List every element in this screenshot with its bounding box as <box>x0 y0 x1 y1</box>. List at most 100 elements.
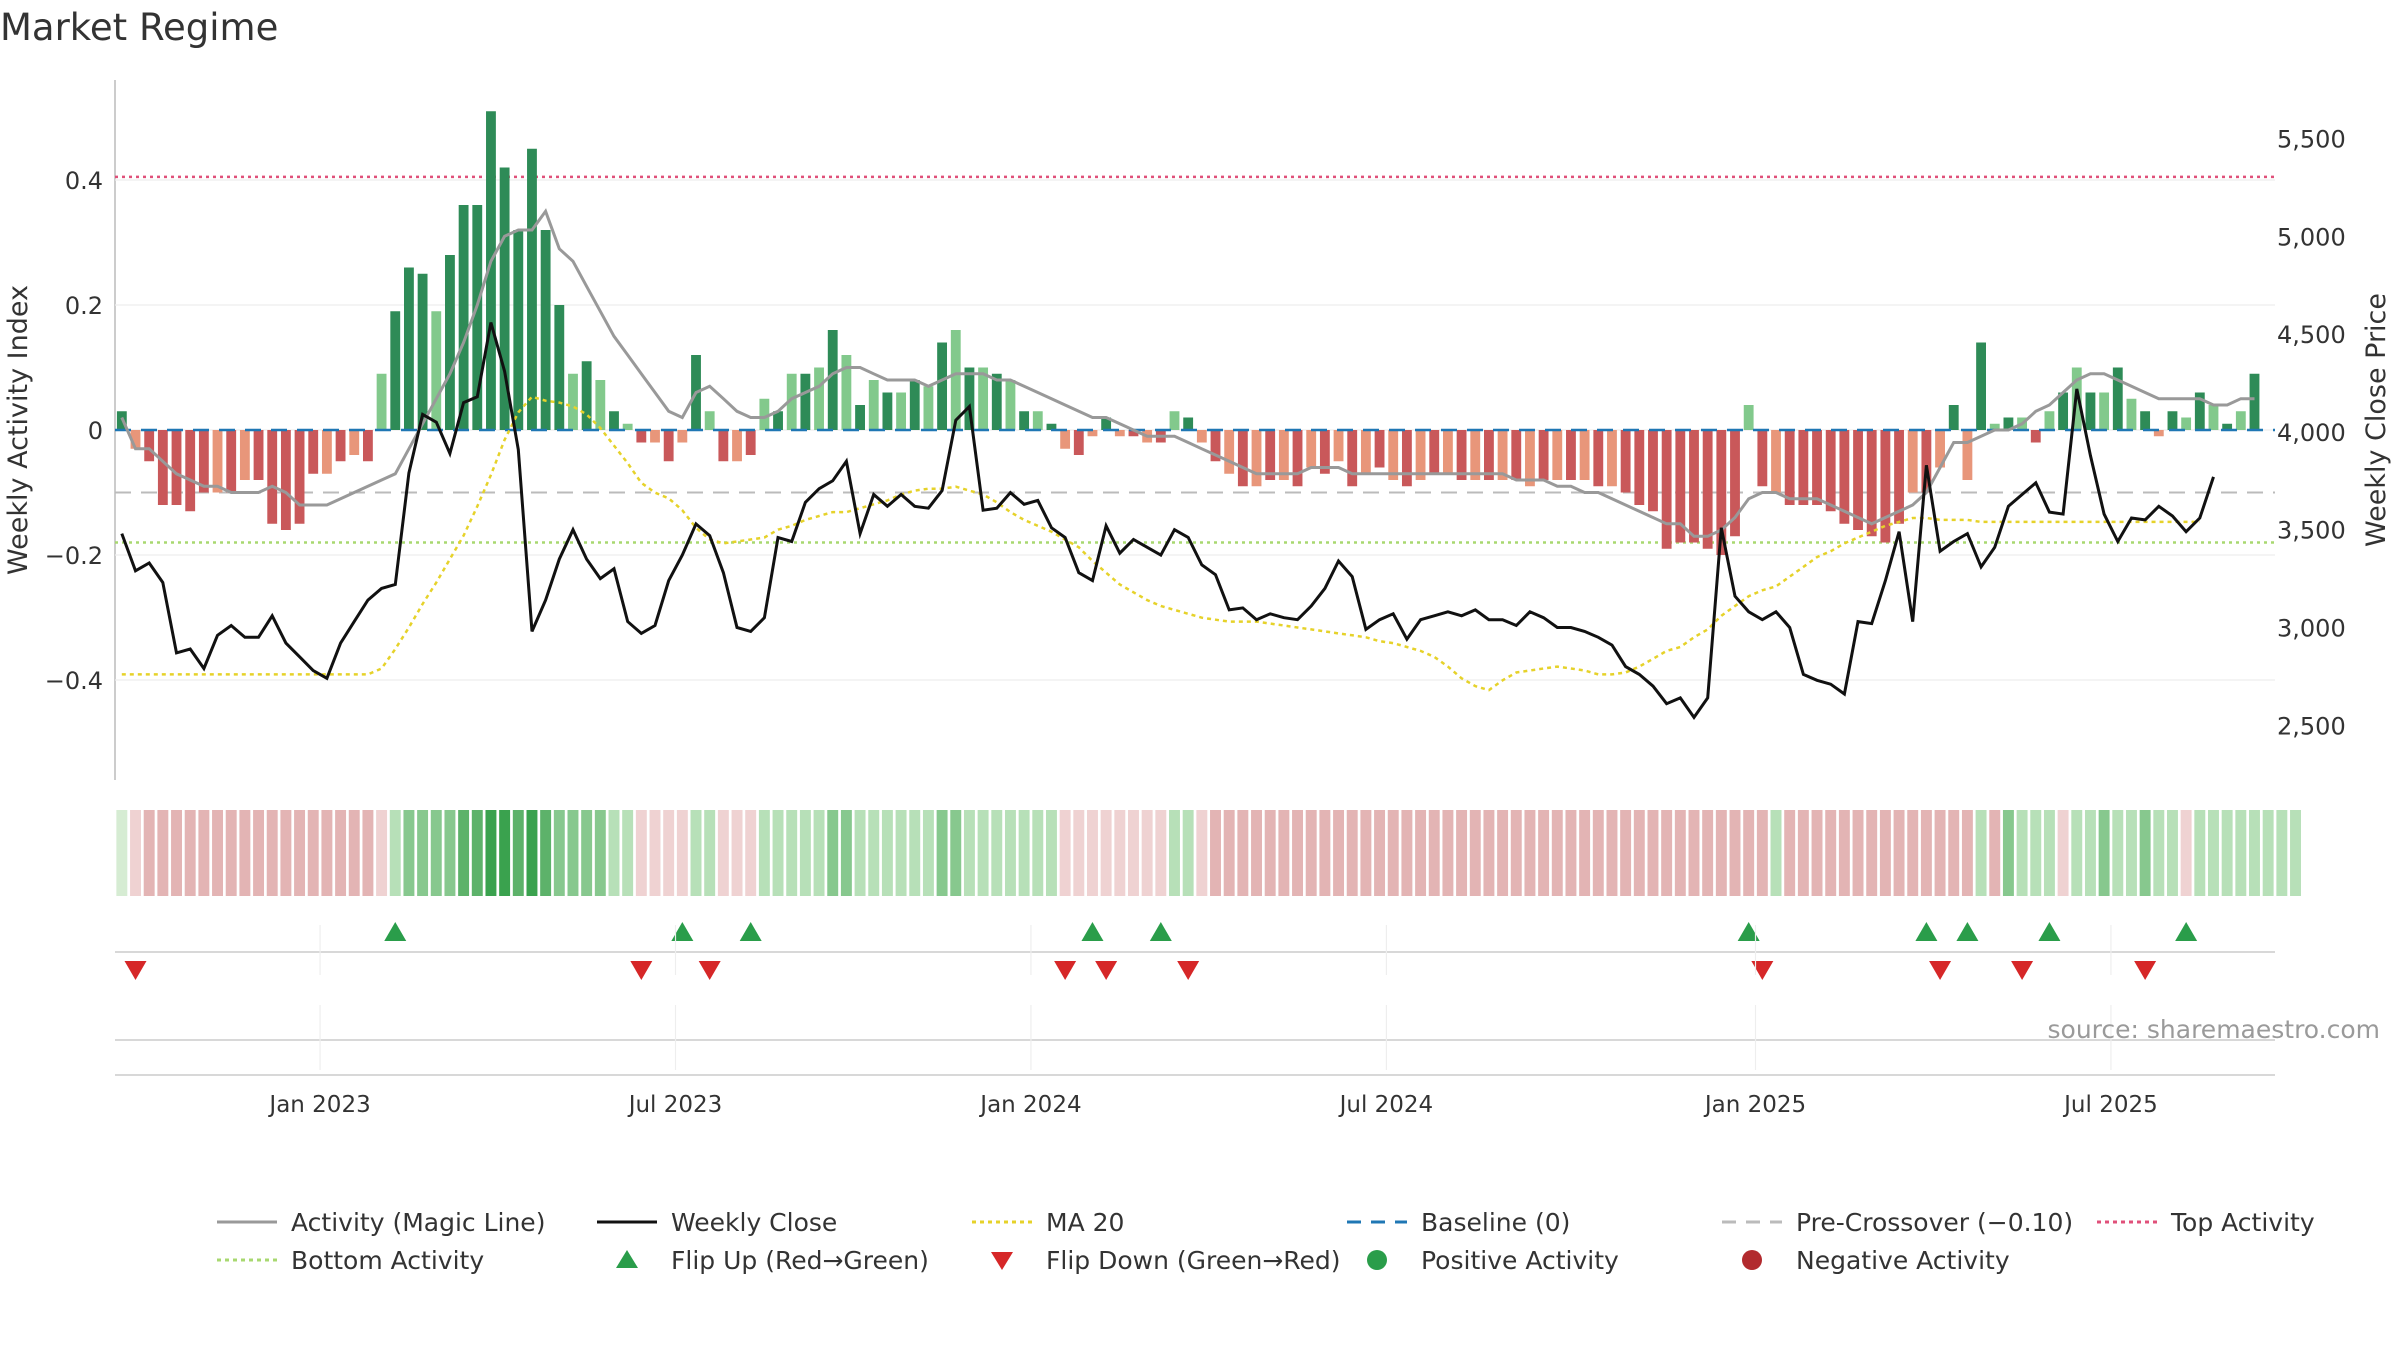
activity-bar <box>1005 380 1016 430</box>
activity-bar <box>321 430 332 474</box>
activity-bar <box>1607 430 1617 487</box>
regime-strip-cell <box>2016 810 2028 896</box>
activity-bar <box>909 380 920 430</box>
flip-up-marker <box>1956 922 1979 941</box>
activity-bar <box>1046 423 1057 430</box>
regime-strip-cell <box>1879 810 1891 896</box>
activity-bar <box>458 205 469 430</box>
right-tick-label: 5,500 <box>2277 126 2346 154</box>
regime-strip-cell <box>1825 810 1837 896</box>
regime-strip-cell <box>2262 810 2274 896</box>
activity-bar <box>950 330 961 430</box>
regime-strip-cell <box>2290 810 2301 896</box>
activity-bar <box>253 430 264 480</box>
flip-down-marker <box>1054 961 1077 980</box>
regime-strip-cell <box>1811 810 1823 896</box>
regime-strip-cell <box>1032 810 1044 896</box>
regime-strip-cell <box>676 810 688 896</box>
regime-strip-cell <box>799 810 811 896</box>
legend-label: Bottom Activity <box>291 1245 485 1275</box>
regime-strip-cell <box>348 810 360 896</box>
activity-bar <box>2208 405 2219 430</box>
x-tick-label: Jul 2025 <box>2062 1092 2158 1118</box>
chart-legend: Activity (Magic Line) Weekly Close MA 20 Ba… <box>215 1205 2335 1285</box>
activity-bar <box>349 430 360 455</box>
ma20-line <box>121 395 2200 692</box>
activity-bar <box>1853 430 1863 530</box>
regime-strip-cell <box>171 810 182 896</box>
activity-bar <box>1347 430 1358 487</box>
activity-bar <box>1333 430 1344 462</box>
regime-strip-cell <box>376 810 388 896</box>
legend-item: Activity (Magic Line) <box>215 1205 545 1239</box>
activity-bar <box>2235 411 2246 430</box>
regime-strip-cell <box>499 810 511 896</box>
activity-bar <box>1538 430 1549 480</box>
activity-bar <box>1196 430 1207 443</box>
regime-strip-cell <box>1073 810 1085 896</box>
activity-bar <box>239 430 250 480</box>
activity-bar <box>2181 417 2192 430</box>
activity-bar <box>1825 430 1836 512</box>
regime-strip-cell <box>991 810 1003 896</box>
regime-strip-cell <box>1606 810 1618 896</box>
flip-down-marker <box>1929 961 1952 980</box>
activity-bar <box>1210 430 1221 462</box>
activity-bar <box>991 373 1002 430</box>
regime-strip-cell <box>813 810 825 896</box>
activity-bar <box>1552 430 1563 480</box>
regime-strip-cell <box>1292 810 1303 896</box>
activity-bar <box>417 273 428 430</box>
regime-strip-cell <box>1620 810 1632 896</box>
regime-strip-cell <box>1237 810 1249 896</box>
regime-strip-cell <box>950 810 962 896</box>
activity-bar <box>185 430 196 512</box>
regime-strip-cell <box>540 810 552 896</box>
activity-bar <box>376 373 387 430</box>
regime-strip-cell <box>1223 810 1235 896</box>
activity-bar <box>267 430 278 524</box>
regime-strip-cell <box>622 810 634 896</box>
activity-bar <box>1935 430 1945 468</box>
activity-bar <box>677 430 688 443</box>
activity-bar <box>745 430 756 455</box>
regime-strip-cell <box>1087 810 1098 896</box>
activity-bar <box>1689 430 1699 543</box>
activity-bar <box>1757 430 1768 487</box>
regime-strip-cell <box>2112 810 2124 896</box>
regime-strip-cell <box>553 810 565 896</box>
activity-bar <box>636 430 647 443</box>
activity-bar <box>1976 342 1986 430</box>
regime-strip-cell <box>2002 810 2014 896</box>
regime-strip-cell <box>1715 810 1727 896</box>
regime-strip-cell <box>1483 810 1495 896</box>
legend-label: Weekly Close <box>671 1207 838 1237</box>
legend-line-swatch <box>972 1220 1032 1224</box>
regime-strip-cell <box>936 810 948 896</box>
regime-strip-cell <box>2071 810 2083 896</box>
activity-bar <box>663 430 674 462</box>
regime-strip-cell <box>895 810 907 896</box>
triangle-down-icon <box>991 1252 1013 1270</box>
activity-bar <box>1169 411 1180 430</box>
activity-bar <box>1319 430 1330 474</box>
activity-bar <box>1921 430 1932 493</box>
activity-bar <box>1675 430 1686 543</box>
activity-bar <box>1702 430 1713 549</box>
regime-strip-cell <box>1920 810 1932 896</box>
regime-strip-cell <box>1538 810 1550 896</box>
activity-bar <box>2194 392 2205 430</box>
regime-strip-cell <box>1989 810 2001 896</box>
activity-bar <box>855 405 865 430</box>
activity-bar <box>144 430 155 462</box>
regime-strip-cell <box>403 810 415 896</box>
regime-strip-cell <box>2249 810 2260 896</box>
activity-bar <box>1360 430 1371 474</box>
left-axis-title: Weekly Activity Index <box>3 285 34 575</box>
regime-strip-cell <box>2139 810 2151 896</box>
activity-bar <box>1593 430 1604 487</box>
flip-down-marker <box>698 961 721 980</box>
activity-bar <box>280 430 291 530</box>
activity-bar <box>1484 430 1494 480</box>
regime-strip-cell <box>922 810 934 896</box>
